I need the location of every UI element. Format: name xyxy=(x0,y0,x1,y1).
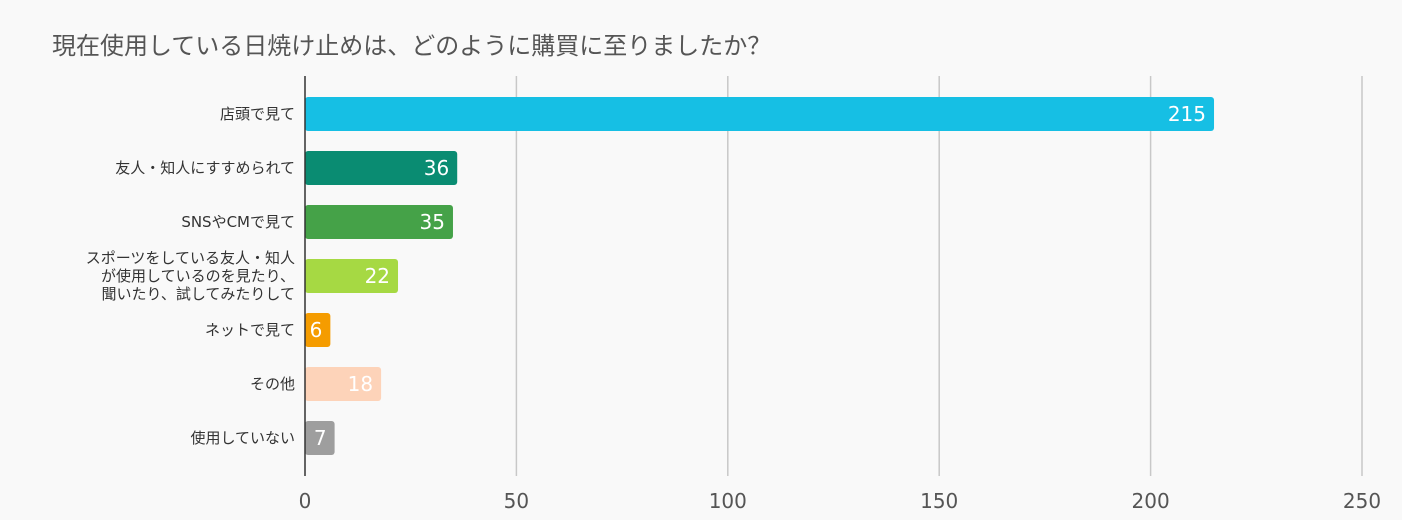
category-label: 使用していない xyxy=(190,429,295,447)
category-label: SNSやCMで見て xyxy=(181,213,295,231)
bar xyxy=(305,259,399,293)
category-label: 店頭で見て xyxy=(220,105,295,123)
category-label: スポーツをしている友人・知人が使用しているのを見たり、聞いたり、試してみたりして xyxy=(86,249,295,303)
chart-title: 現在使用している日焼け止めは、どのように購買に至りましたか？ xyxy=(52,32,772,60)
bar xyxy=(305,151,458,185)
x-tick-label: 150 xyxy=(920,489,958,513)
category-label: 友人・知人にすすめられて xyxy=(115,159,295,177)
x-tick-label: 0 xyxy=(299,489,312,513)
data-label: 18 xyxy=(348,372,373,396)
category-label: その他 xyxy=(250,375,295,393)
bar xyxy=(305,313,331,347)
x-tick-label: 50 xyxy=(504,489,529,513)
bar xyxy=(305,421,335,455)
category-label: ネットで見て xyxy=(205,321,295,339)
data-label: 215 xyxy=(1168,102,1206,126)
data-label: 7 xyxy=(314,426,327,450)
x-tick-label: 200 xyxy=(1132,489,1170,513)
data-label: 22 xyxy=(365,264,390,288)
x-tick-label: 250 xyxy=(1343,489,1381,513)
x-tick-label: 100 xyxy=(709,489,747,513)
data-label: 6 xyxy=(310,318,323,342)
data-label: 35 xyxy=(420,210,445,234)
bar xyxy=(305,97,1215,131)
data-label: 36 xyxy=(424,156,449,180)
bar xyxy=(305,205,453,239)
bar xyxy=(305,367,382,401)
